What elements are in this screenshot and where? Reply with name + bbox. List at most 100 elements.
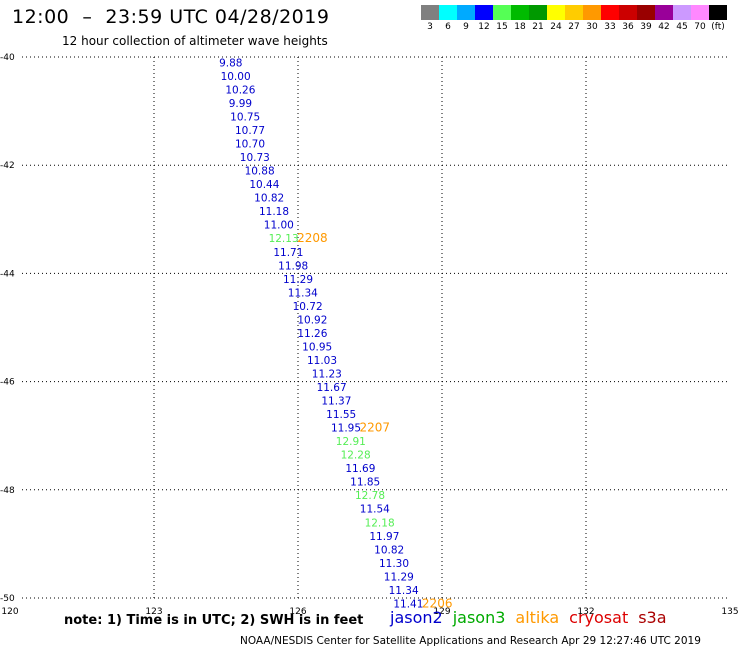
footnote: note: 1) Time is in UTC; 2) SWH is in fe… [64,613,364,628]
colorbar-label: 33 [604,22,616,32]
data-point-jason2: 10.95 [302,341,332,353]
colorbar-swatch [601,5,619,20]
colorbar-labels: 3 6 9 12 15 18 21 24 27 30 33 36 39 42 45 70 (ft) [421,22,727,32]
data-point-altika: 2207 [360,421,391,435]
credit-line: NOAA/NESDIS Center for Satellite Applica… [240,635,701,647]
data-point-jason2: 9.88 [219,57,242,69]
colorbar-swatch [421,5,439,20]
colorbar-swatch [439,5,457,20]
colorbar-swatch [655,5,673,20]
colorbar-swatch [583,5,601,20]
satellite-legend-item: s3a [638,608,667,627]
colorbar-swatches [421,5,727,20]
colorbar-swatch [511,5,529,20]
satellite-legend-item: altika [515,608,560,627]
data-point-jason2: 11.29 [384,571,414,583]
x-tick-label: 129 [433,607,450,617]
data-point-jason2: 10.73 [240,152,270,164]
x-tick-label: 132 [577,607,594,617]
data-point-jason2: 10.70 [235,139,265,151]
y-tick-label: -44 [0,269,15,279]
colorbar-label: 18 [514,22,526,32]
data-point-jason2: 10.92 [297,314,327,326]
y-tick-label: -40 [0,53,15,63]
colorbar-label: 15 [496,22,508,32]
colorbar-swatch [457,5,475,20]
data-point-jason2: 11.26 [297,328,327,340]
data-point-altika: 2208 [297,231,328,245]
tick-labels: 120 123 126 129 132 135 -40 -42 -44 -46 -48 -50 [0,53,739,617]
colorbar-swatch [493,5,511,20]
data-point-jason2: 11.00 [264,220,294,232]
data-point-jason2: 11.34 [288,287,318,299]
data-point-jason2: 11.69 [345,463,375,475]
data-point-jason3: 12.13 [269,233,299,245]
data-point-jason2: 10.72 [293,301,323,313]
data-point-jason2: 11.98 [278,260,308,272]
colorbar-label: 27 [568,22,580,32]
colorbar-label: 45 [676,22,688,32]
colorbar-swatch [709,5,727,20]
colorbar-label: 42 [658,22,670,32]
chart-title: 12:00 – 23:59 UTC 04/28/2019 [12,6,330,28]
satellite-legend-item: jason3 [452,608,506,627]
data-point-jason2: 11.55 [326,409,356,421]
data-point-jason2: 10.77 [235,125,265,137]
data-point-jason2: 10.26 [225,84,255,96]
data-point-jason2: 9.99 [229,98,252,110]
data-point-jason3: 12.78 [355,490,385,502]
colorbar-label: 24 [550,22,562,32]
data-point-jason2: 10.00 [221,71,251,83]
colorbar-label: 30 [586,22,598,32]
colorbar-label: (ft) [711,22,725,32]
data-point-jason2: 10.75 [230,112,260,124]
data-point-jason2: 11.85 [350,477,380,489]
data-point-jason2: 11.71 [273,247,303,259]
data-point-jason2: 11.97 [369,531,399,543]
data-point-jason2: 11.23 [312,368,342,380]
data-point-jason2: 10.82 [254,193,284,205]
data-point-jason2: 11.30 [379,558,409,570]
colorbar-swatch [673,5,691,20]
y-tick-label: -46 [0,378,15,388]
colorbar-swatch [547,5,565,20]
satellite-legend-item: cryosat [569,608,629,627]
data-point-jason2: 11.95 [331,423,361,435]
x-tick-label: 126 [289,607,306,617]
y-tick-label: -50 [0,594,15,604]
data-point-jason2: 11.29 [283,274,313,286]
data-point-jason3: 12.91 [336,436,366,448]
colorbar-swatch [475,5,493,20]
colorbar-swatch [529,5,547,20]
colorbar-label: 39 [640,22,652,32]
x-tick-label: 120 [1,607,18,617]
data-point-jason2: 11.67 [317,382,347,394]
data-point-jason2: 11.37 [321,396,351,408]
data-point-jason2: 11.34 [389,585,419,597]
data-point-altika: 2206 [422,596,453,610]
colorbar-label: 70 [694,22,706,32]
colorbar-label: 21 [532,22,544,32]
satellite-legend: jason2 jason3 altika cryosat s3a [390,608,667,627]
data-point-jason2: 11.18 [259,206,289,218]
colorbar-swatch [619,5,637,20]
colorbar-label: 9 [463,22,469,32]
data-point-jason2: 10.44 [249,179,279,191]
colorbar-label: 3 [427,22,433,32]
colorbar-swatch [565,5,583,20]
colorbar-label: 6 [445,22,451,32]
data-point-jason2: 10.82 [374,544,404,556]
x-tick-label: 123 [145,607,162,617]
data-point-jason3: 12.18 [365,517,395,529]
colorbar-label: 36 [622,22,634,32]
data-point-jason3: 12.28 [341,450,371,462]
chart-subtitle: 12 hour collection of altimeter wave hei… [62,34,328,48]
colorbar-swatch [637,5,655,20]
x-tick-label: 135 [721,607,738,617]
data-point-jason2: 11.54 [360,504,390,516]
data-point-jason2: 10.88 [245,166,275,178]
data-point-jason2: 11.03 [307,355,337,367]
colorbar-label: 12 [478,22,490,32]
